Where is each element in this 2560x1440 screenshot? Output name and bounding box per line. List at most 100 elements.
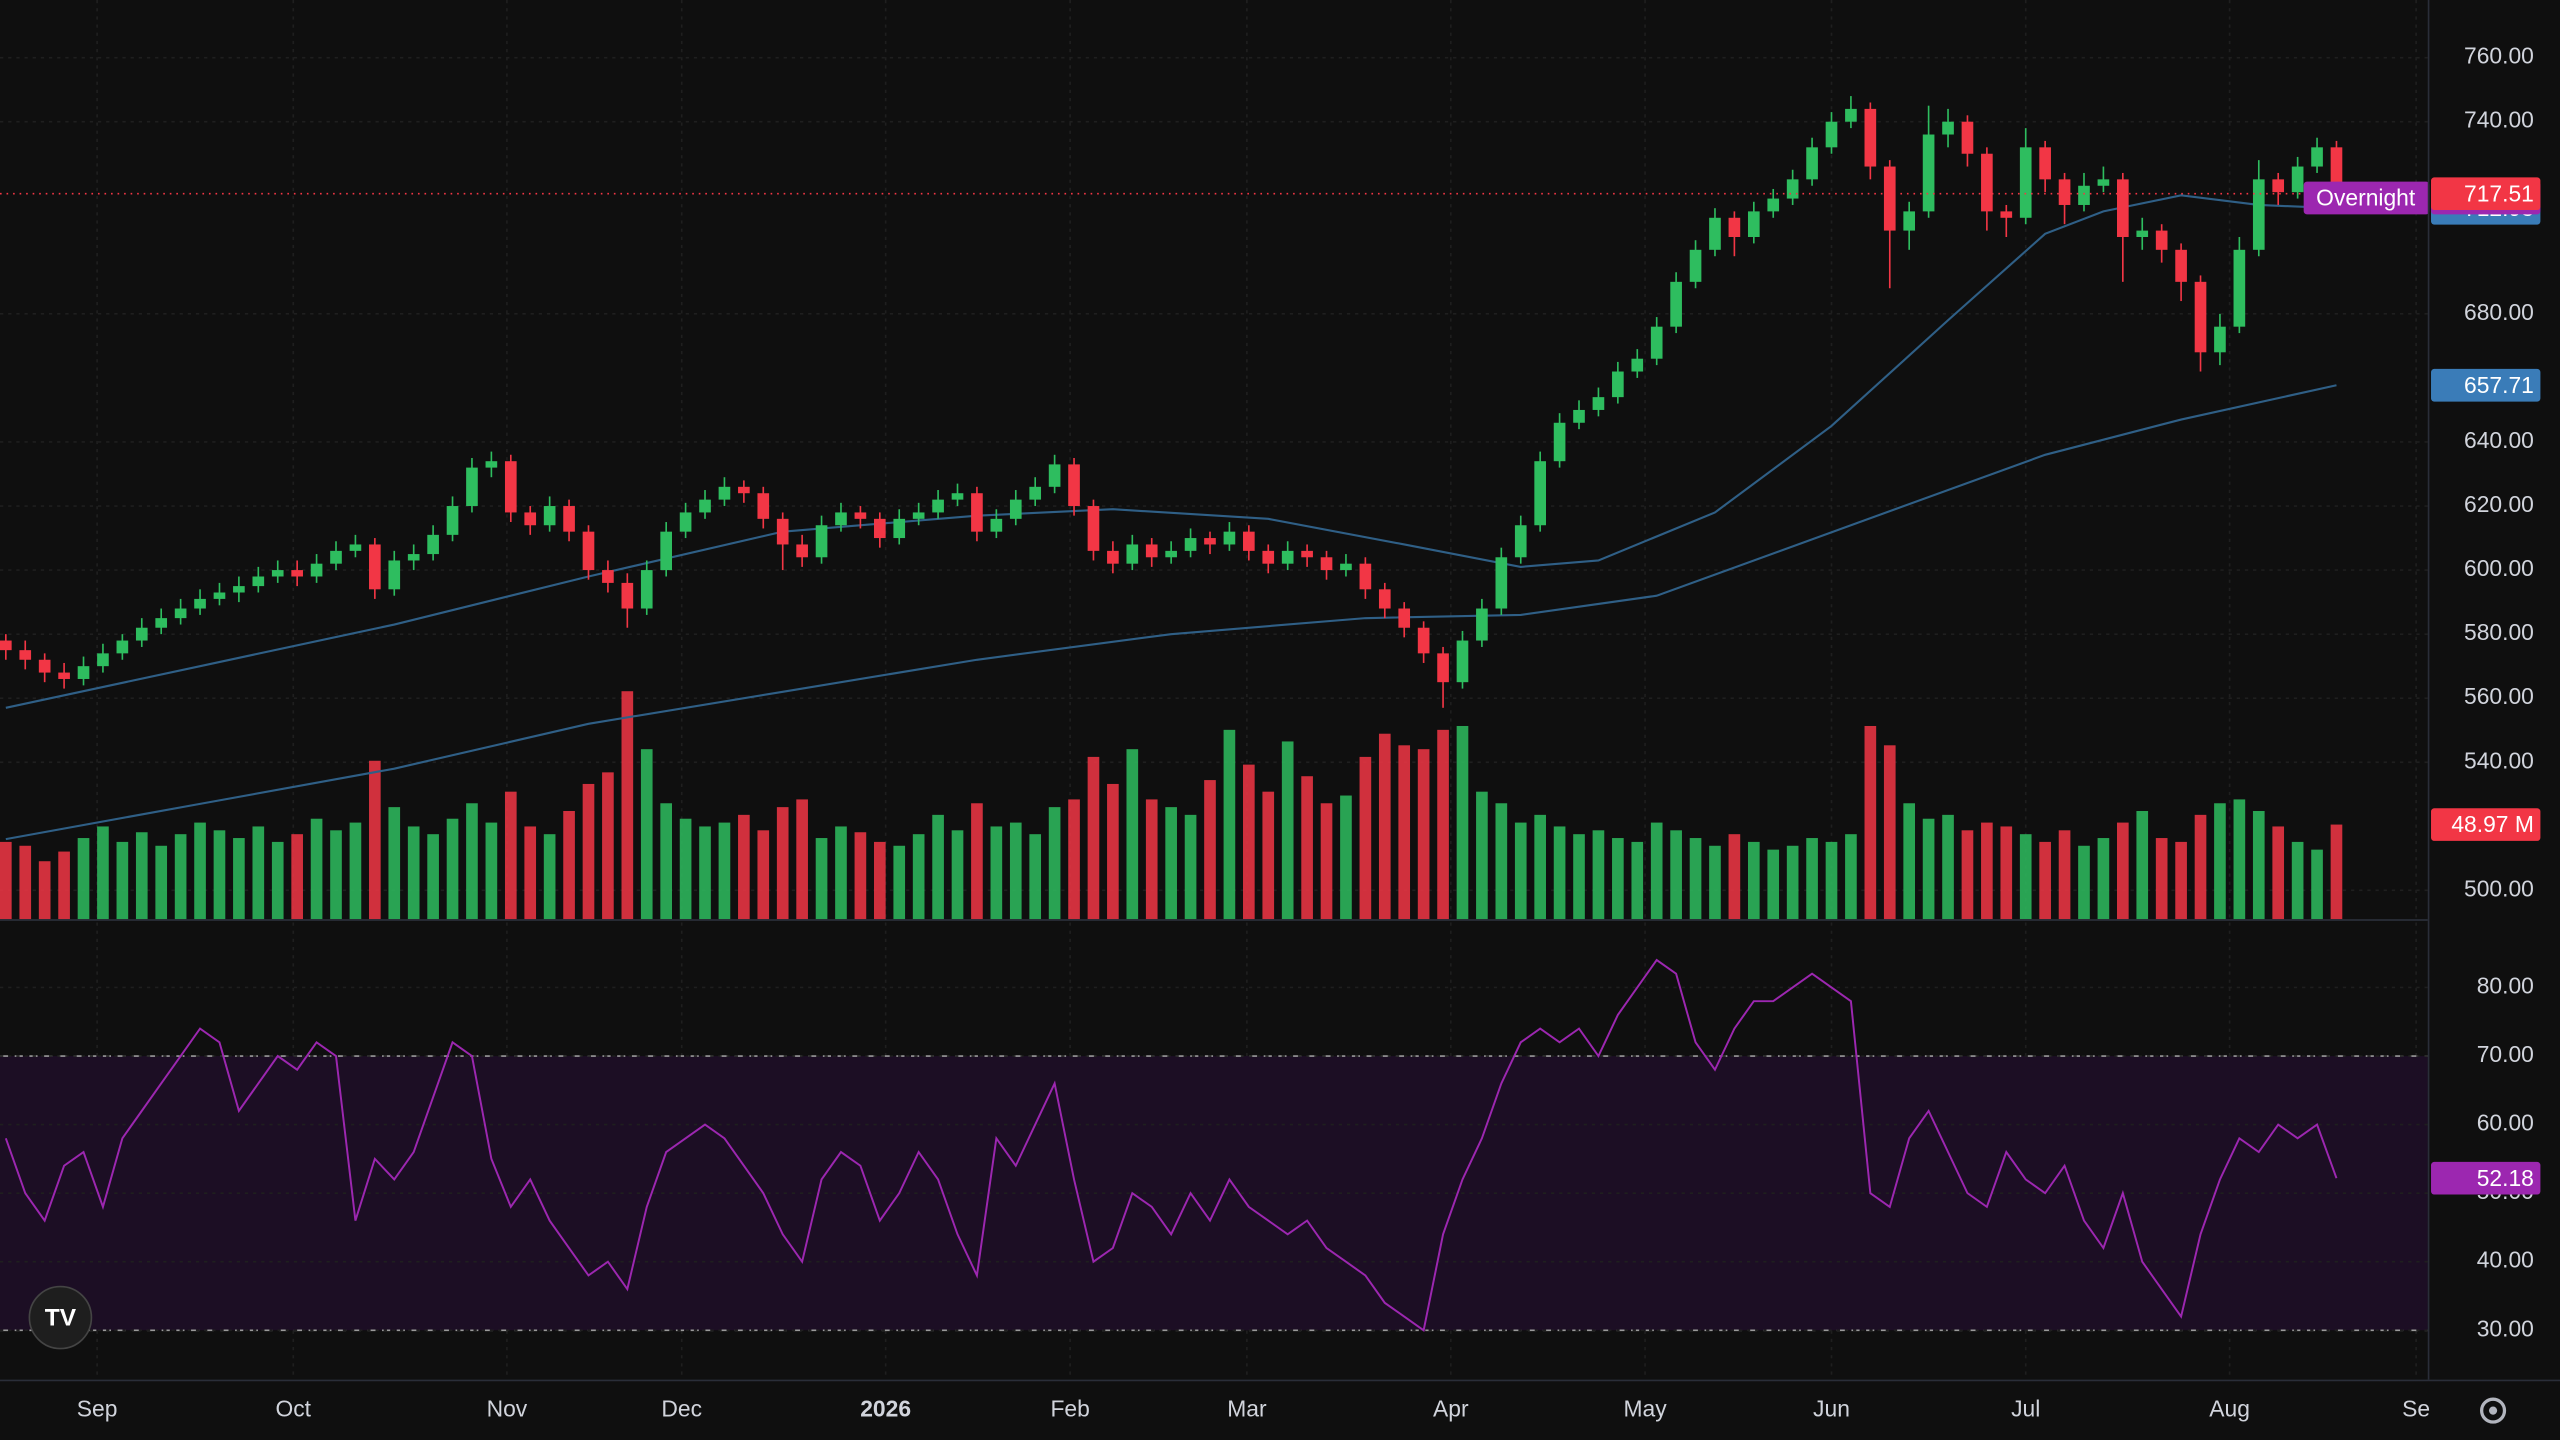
- y-tick-label: 560.00: [2464, 683, 2534, 709]
- volume-bar: [1709, 845, 1721, 920]
- settings-icon[interactable]: [2480, 1397, 2507, 1424]
- x-tick-label: 2026: [860, 1396, 911, 1422]
- candle-body: [466, 467, 478, 507]
- candle-body: [835, 512, 847, 526]
- volume-bar: [38, 861, 51, 920]
- volume-bar: [1670, 830, 1682, 920]
- candle-body: [524, 512, 537, 526]
- y-tick-label: 740.00: [2464, 107, 2534, 133]
- volume-bar: [815, 838, 828, 920]
- volume-bar: [912, 834, 925, 920]
- candle-body: [2039, 147, 2051, 180]
- volume-bar: [310, 818, 323, 920]
- candle-body: [1553, 422, 1566, 462]
- volume-bar: [504, 791, 517, 920]
- rsi-tick-label: 60.00: [2477, 1110, 2534, 1136]
- candle-body: [738, 486, 750, 494]
- volume-bar: [1204, 780, 1216, 920]
- candle-body: [718, 486, 731, 500]
- candle-body: [796, 544, 808, 558]
- volume-bar: [971, 803, 983, 920]
- x-tick-label: Aug: [2209, 1396, 2250, 1422]
- candle-body: [815, 525, 828, 558]
- candle-body: [1806, 147, 1818, 180]
- volume-bar: [1631, 841, 1644, 920]
- volume-bar: [1009, 822, 1022, 920]
- candle-body: [2272, 179, 2285, 193]
- volume-bar: [543, 834, 556, 920]
- volume-bar: [291, 834, 303, 920]
- rsi-tag-bg: [2431, 1161, 2541, 1195]
- candle-body: [1107, 550, 1119, 564]
- volume-bar: [2136, 810, 2149, 920]
- candle-body: [912, 512, 925, 519]
- candle-body: [38, 659, 51, 673]
- candle-body: [349, 544, 362, 551]
- volume-pane: [0, 691, 2343, 920]
- volume-bar: [485, 822, 498, 920]
- candle-body: [291, 570, 303, 577]
- volume-bar: [1456, 725, 1469, 920]
- candle-body: [757, 493, 770, 519]
- candle-body: [932, 499, 944, 513]
- volume-bar: [1417, 749, 1430, 920]
- volume-bar: [213, 830, 226, 920]
- candle-body: [640, 570, 653, 609]
- candle-body: [135, 627, 148, 641]
- volume-bar: [1747, 841, 1760, 920]
- volume-bar: [1514, 822, 1527, 920]
- x-tick-label: Sep: [77, 1396, 118, 1422]
- candle-body: [504, 461, 517, 513]
- volume-bar: [77, 838, 90, 920]
- x-tick-label: Apr: [1433, 1396, 1469, 1422]
- volume-bar: [369, 760, 381, 920]
- candle-body: [2000, 211, 2013, 218]
- volume-bar: [621, 691, 634, 920]
- volume-bar: [2311, 849, 2323, 920]
- volume-bar: [640, 749, 653, 920]
- volume-bar: [873, 841, 886, 920]
- volume-bar: [2291, 841, 2304, 920]
- candle-body: [1165, 550, 1177, 558]
- volume-bar: [1145, 799, 1158, 920]
- volume-bar: [1825, 841, 1838, 920]
- volume-bar: [1340, 795, 1352, 920]
- y-tick-label: 500.00: [2464, 875, 2534, 901]
- candle-body: [1320, 557, 1333, 571]
- volume-bar: [155, 845, 168, 920]
- candle-body: [427, 534, 439, 555]
- candle-body: [1981, 153, 1993, 212]
- overnight-label: Overnight: [2316, 185, 2416, 211]
- candle-body: [1243, 531, 1255, 551]
- candle-body: [1942, 121, 1954, 135]
- candle-body: [2291, 166, 2304, 193]
- volume-bar: [893, 845, 906, 920]
- volume-bar: [757, 830, 770, 920]
- volume-bar: [349, 822, 362, 920]
- last-price-tag-bg: [2431, 177, 2541, 211]
- candle-body: [1728, 217, 1741, 238]
- price-pane: [0, 96, 2428, 841]
- candle-body: [1495, 557, 1508, 609]
- volume-bar: [951, 830, 964, 920]
- volume-bar: [1087, 756, 1100, 920]
- rsi-tick-label: 30.00: [2477, 1315, 2534, 1341]
- candle-body: [19, 650, 32, 660]
- candle-body: [873, 518, 886, 539]
- candle-body: [1786, 179, 1799, 199]
- volume-bar: [932, 814, 944, 920]
- candle-body: [1650, 326, 1663, 359]
- volume-bar: [1845, 834, 1857, 920]
- volume-bar: [1553, 826, 1566, 920]
- candle-body: [1573, 409, 1585, 423]
- logo[interactable]: TV: [28, 1285, 93, 1350]
- x-tick-label: Mar: [1227, 1396, 1267, 1422]
- candle-body: [1767, 198, 1780, 212]
- candle-body: [310, 563, 323, 577]
- volume-bar: [582, 783, 595, 920]
- candle-body: [951, 493, 964, 500]
- last-price-tag: 717.51: [2464, 180, 2534, 206]
- candle-body: [2019, 147, 2032, 218]
- x-tick-label: Jun: [1813, 1396, 1850, 1422]
